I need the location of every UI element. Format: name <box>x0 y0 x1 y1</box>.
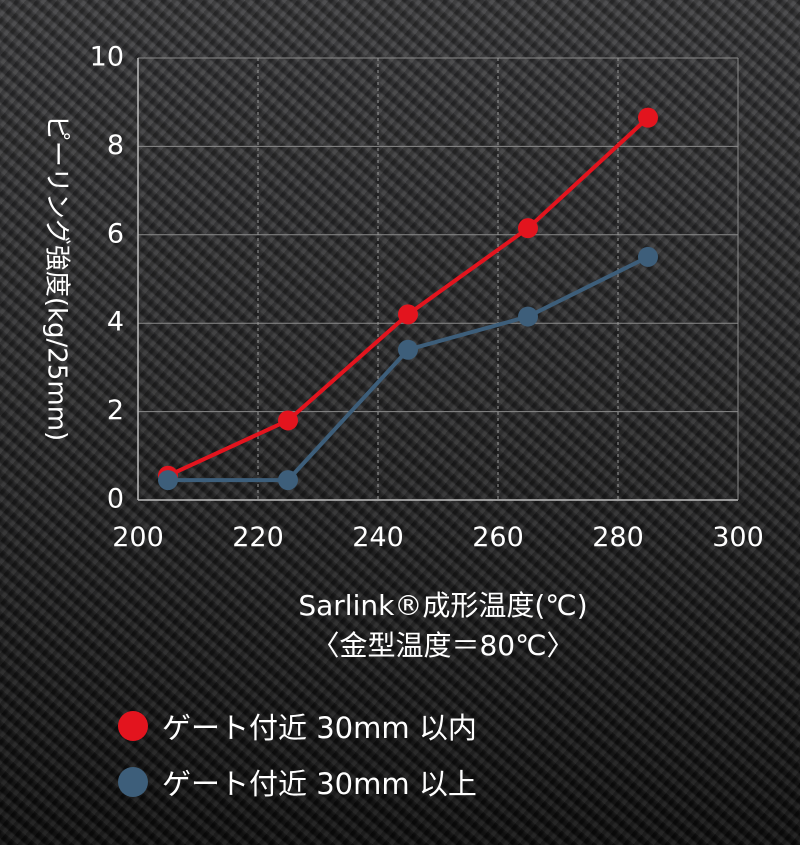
legend-marker-blue <box>118 767 148 797</box>
legend-item-within-30mm: ゲート付近 30mm 以内 <box>118 698 477 754</box>
series-1-point <box>158 470 178 491</box>
x-tick-label: 220 <box>232 522 284 553</box>
y-axis-label: ピーリング強度(kg/25mm) <box>42 115 72 441</box>
x-tick-label: 240 <box>352 522 404 553</box>
y-tick-label: 10 <box>90 42 124 73</box>
y-tick-label: 0 <box>107 484 124 515</box>
legend-item-over-30mm: ゲート付近 30mm 以上 <box>118 754 477 810</box>
grid-lines <box>138 57 738 500</box>
x-tick-labels: 200 220 240 260 280 300 <box>112 522 764 553</box>
series-0-point <box>398 304 418 325</box>
series-0-point <box>278 410 298 431</box>
x-tick-label: 280 <box>592 522 644 553</box>
series-0-point <box>518 218 538 239</box>
series-1-point <box>518 306 538 327</box>
legend: ゲート付近 30mm 以内 ゲート付近 30mm 以上 <box>118 698 477 810</box>
series-0-point <box>638 107 658 128</box>
y-tick-label: 6 <box>107 218 124 249</box>
x-tick-label: 200 <box>112 522 164 553</box>
legend-label-over-30mm: ゲート付近 30mm 以上 <box>162 767 477 801</box>
series-1-point <box>278 470 298 491</box>
axes <box>137 58 739 501</box>
series-line-1 <box>168 255 649 483</box>
y-tick-label: 4 <box>107 307 124 338</box>
y-tick-label: 8 <box>107 130 124 161</box>
x-tick-label: 300 <box>712 522 764 553</box>
legend-marker-red <box>118 711 148 741</box>
series-line-0 <box>167 116 650 478</box>
legend-label-within-30mm: ゲート付近 30mm 以内 <box>162 711 477 745</box>
data-series <box>158 107 658 491</box>
y-tick-labels: 0 2 4 6 8 10 <box>90 42 124 515</box>
series-1-point <box>638 246 658 267</box>
series-1-point <box>398 339 418 360</box>
x-axis-label-line2: 〈金型温度＝80℃〉 <box>311 629 575 662</box>
y-tick-label: 2 <box>107 395 124 426</box>
x-tick-label: 260 <box>472 522 524 553</box>
x-axis-label-line1: Sarlink®成形温度(℃) <box>298 589 588 622</box>
